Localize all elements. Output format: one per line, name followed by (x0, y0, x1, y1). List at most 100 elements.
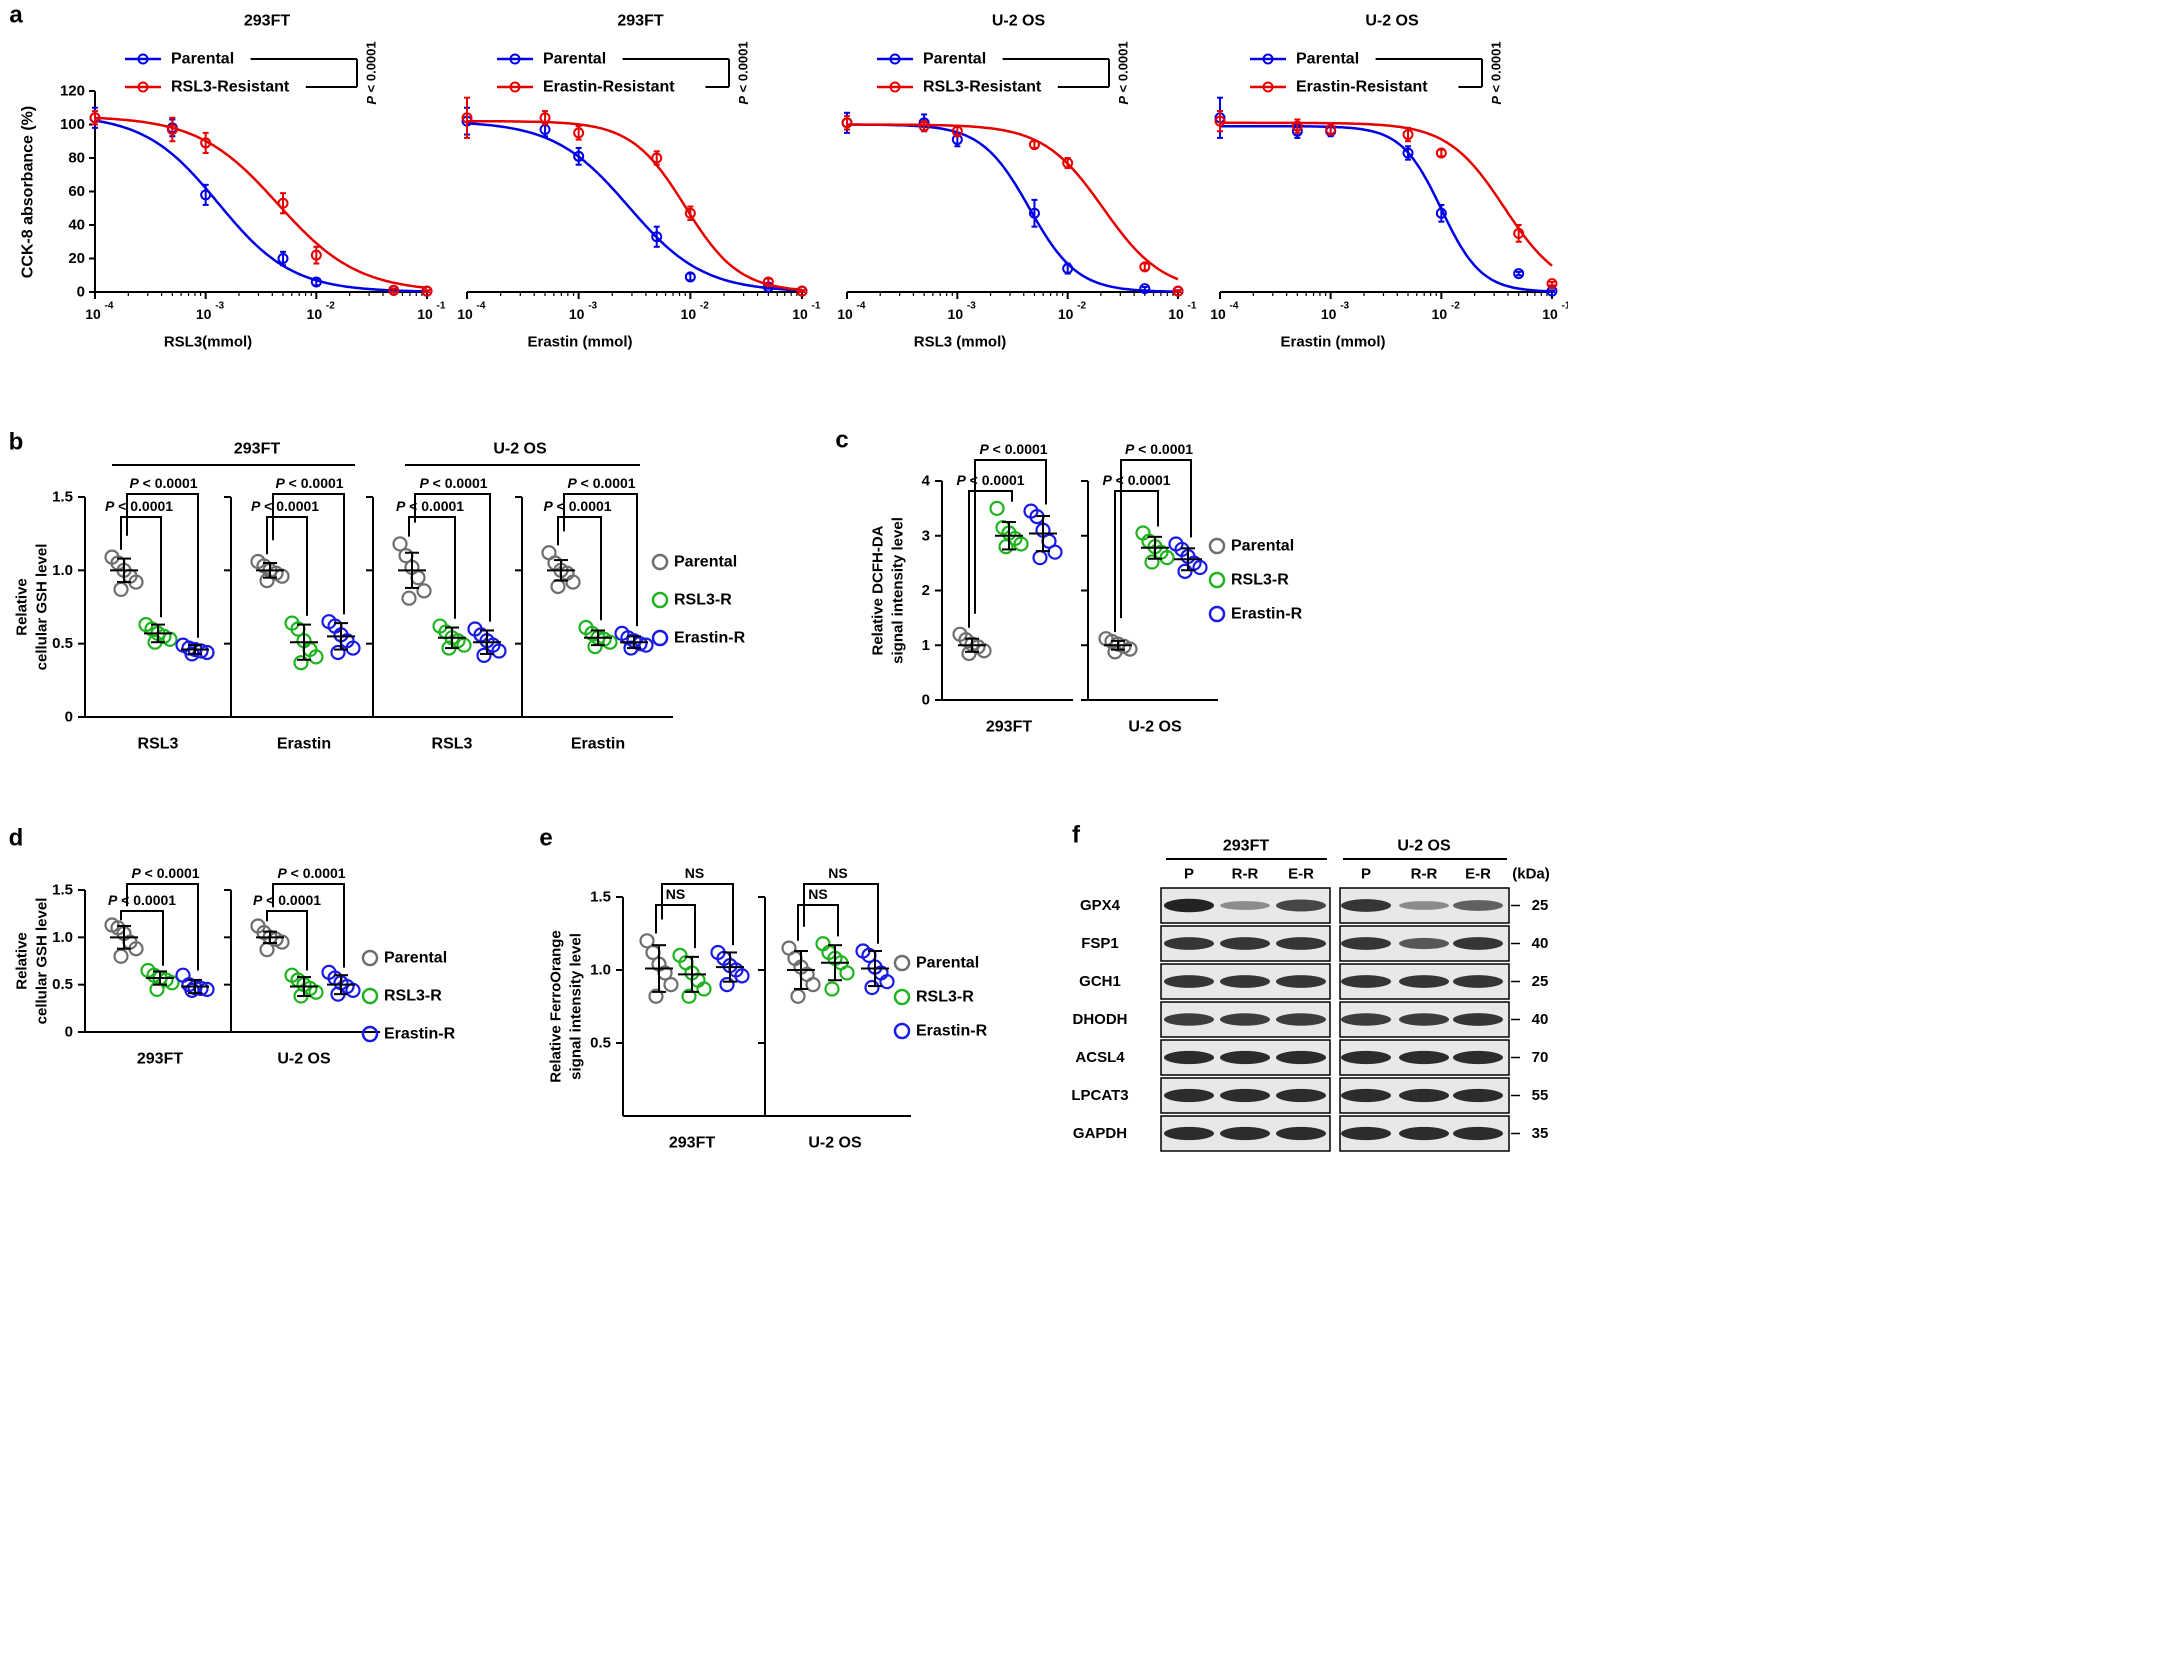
panel-letter-b: b (9, 429, 24, 456)
a-legend-marker (889, 81, 901, 93)
c-pvalue: P < 0.0001 (1102, 472, 1170, 488)
c-pvalue: P < 0.0001 (956, 472, 1024, 488)
d-data-point (175, 967, 191, 983)
f-kda-label: 55 (1532, 1087, 1549, 1104)
a-data-point (1139, 261, 1151, 273)
d-data-point (149, 981, 165, 998)
e-y-axis-label: Relative FerroOrange (548, 930, 565, 1083)
d-data-point (184, 982, 200, 998)
e-data-point (790, 988, 806, 1004)
a-x-tick-exp: -3 (588, 301, 597, 312)
f-band (1164, 1013, 1214, 1026)
a-legend-label: Parental (1296, 51, 1359, 68)
f-band (1220, 1088, 1270, 1103)
b-x-label: RSL3 (138, 736, 179, 753)
f-band (1453, 900, 1503, 911)
e-legend-label: RSL3-R (916, 989, 974, 1006)
b-data-point (565, 574, 581, 590)
a-legend-label: Parental (923, 51, 986, 68)
a-data-point (1172, 285, 1184, 297)
f-lane-label: R-R (1232, 866, 1259, 883)
c-data-point (1047, 544, 1063, 560)
d-pvalue: P < 0.0001 (253, 892, 321, 908)
f-band (1164, 1126, 1214, 1141)
a-x-tick-label: 10 (196, 306, 212, 322)
panel-letter-f: f (1072, 822, 1081, 849)
b-cell-line-label: U-2 OS (493, 441, 547, 458)
b-x-label: Erastin (277, 736, 331, 753)
b-data-point (587, 638, 603, 655)
a-pvalue-label: P < 0.0001 (736, 41, 751, 104)
b-data-point (293, 655, 309, 671)
e-sig-bracket (797, 904, 839, 941)
b-data-point (491, 643, 507, 659)
c-data-point (989, 500, 1005, 516)
a-y-tick-label: 20 (68, 250, 85, 267)
f-band (1399, 975, 1449, 988)
a-x-tick-label: 10 (417, 306, 433, 322)
b-sig-bracket (120, 516, 162, 618)
a-x-tick-exp: -2 (700, 301, 709, 312)
f-band (1399, 1050, 1449, 1065)
f-protein-label: ACSL4 (1075, 1049, 1125, 1066)
f-kda-label: 25 (1532, 973, 1549, 990)
c-y-tick-label: 1 (922, 637, 930, 654)
a-data-point (461, 112, 473, 124)
a-data-point (573, 150, 585, 162)
a-x-axis-label: RSL3 (mmol) (914, 334, 1007, 351)
e-sig-bracket (661, 883, 734, 946)
c-y-axis-label: signal intensity level (890, 517, 907, 664)
a-legend-label: Parental (171, 51, 234, 68)
b-pvalue: P < 0.0001 (567, 475, 635, 491)
a-data-point (573, 127, 585, 139)
f-band (1341, 899, 1391, 912)
e-y-tick-label: 1.0 (590, 962, 611, 979)
a-x-tick-exp: -2 (1451, 301, 1460, 312)
a-data-point (1139, 283, 1151, 295)
b-y-tick-label: 1.5 (52, 489, 73, 506)
d-y-tick-label: 1.5 (52, 882, 73, 899)
b-sig-bracket (266, 516, 308, 616)
e-pvalue: NS (666, 886, 685, 902)
a-data-point (1402, 129, 1414, 141)
a-legend-marker (1262, 53, 1274, 65)
a-title: 293FT (244, 13, 290, 30)
f-band (1453, 1050, 1503, 1065)
a-data-point (166, 124, 178, 136)
f-band (1220, 1126, 1270, 1141)
a-data-point (1062, 263, 1074, 275)
a-x-tick-exp: -4 (857, 301, 866, 312)
d-data-point (199, 981, 215, 998)
panel-letter-d: d (9, 825, 24, 852)
d-legend-marker (361, 949, 379, 967)
a-data-point (1028, 139, 1040, 151)
a-title: U-2 OS (1365, 13, 1419, 30)
a-x-tick-label: 10 (948, 306, 964, 322)
e-data-point (681, 988, 697, 1004)
c-sig-bracket (974, 459, 1047, 614)
a-legend-marker (509, 53, 521, 65)
b-data-point (392, 536, 408, 552)
e-pvalue: NS (685, 865, 704, 881)
c-x-label: 293FT (986, 719, 1032, 736)
c-pvalue: P < 0.0001 (979, 441, 1047, 457)
f-band (1453, 1013, 1503, 1026)
a-data-point (200, 137, 212, 149)
f-band (1164, 1050, 1214, 1065)
b-pvalue: P < 0.0001 (129, 475, 197, 491)
a-fit-curve (847, 123, 1179, 293)
a-data-point (89, 112, 101, 124)
a-y-tick-label: 100 (60, 116, 85, 133)
f-band (1164, 937, 1214, 950)
a-x-tick-label: 10 (1321, 306, 1337, 322)
b-data-point (416, 583, 432, 599)
b-x-label: RSL3 (432, 736, 473, 753)
a-data-point (1062, 157, 1074, 169)
e-y-tick-label: 0.5 (590, 1035, 611, 1052)
f-kda-label: 35 (1532, 1125, 1549, 1142)
a-x-tick-exp: -1 (1562, 301, 1568, 312)
b-y-axis-label: cellular GSH level (34, 544, 51, 671)
b-sig-bracket (563, 493, 638, 627)
a-data-point (762, 276, 774, 288)
a-legend-marker (137, 53, 149, 65)
